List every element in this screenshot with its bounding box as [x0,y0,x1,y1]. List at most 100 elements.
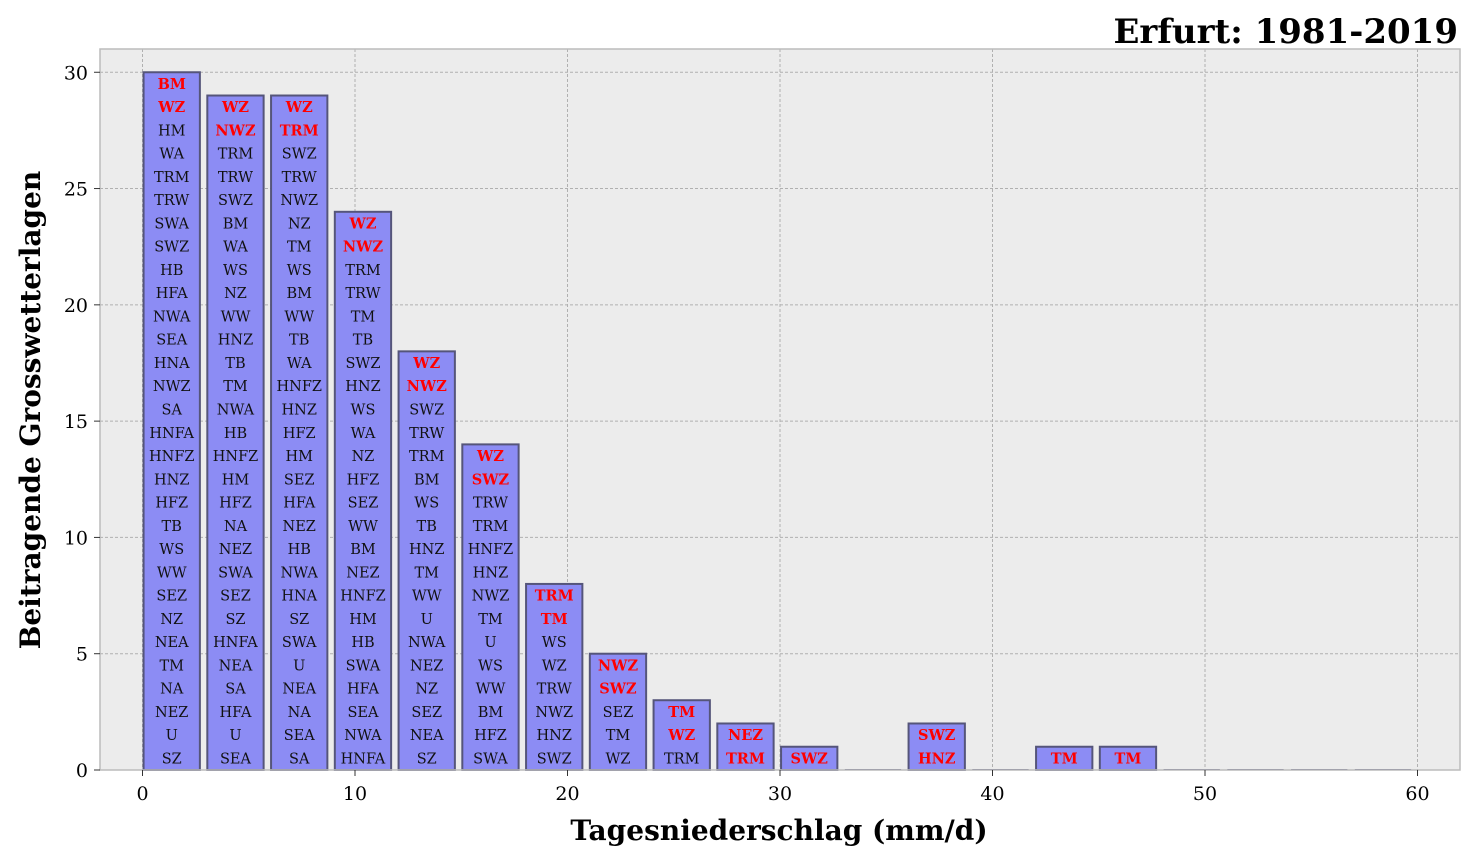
bar-label: WW [284,309,314,325]
bar-label: U [166,728,178,744]
bar-label: SEA [156,333,188,349]
bar-label: HNZ [537,728,572,744]
bar-label: HM [285,449,313,465]
bar-label: SA [162,403,183,419]
bar-label: WZ [157,99,185,116]
bar-label: WS [287,263,312,279]
bar-label: WA [287,356,312,372]
bar [525,582,584,771]
bar-label: BM [350,542,376,558]
bar-label: NA [160,682,184,698]
bar-label: U [229,728,241,744]
bar-label: SWZ [409,403,444,419]
bar-label: WA [159,147,184,163]
bar-label: HNZ [345,379,380,395]
bar-label: SEZ [284,472,315,488]
bar-label: SWZ [472,471,510,488]
bar-label: SA [289,751,310,767]
bar-label: NZ [224,286,247,302]
bar-label: SWZ [599,681,637,698]
bar-label: HNZ [409,542,444,558]
bar-label: NZ [415,682,438,698]
bar-label: TM [478,612,503,628]
bar-label: SZ [162,751,182,767]
bar-label: WS [223,263,248,279]
bar-label: SEZ [220,589,251,605]
x-tick-label: 10 [343,783,367,805]
bar-group: WZ NWZ TRM TRW SWZ BM WA WS NZ WW HNZ TB TM NWA HB HNFZ… [206,94,265,772]
bar-label: HB [351,635,374,651]
bar-label: HNZ [154,472,189,488]
bar-label: TRM [154,170,190,186]
bar-label: WZ [412,355,440,372]
bar-label: TRW [409,426,444,442]
bar-group: SWZ HNZ [907,722,966,772]
y-tick-label: 5 [76,644,88,666]
bar-label: WW [157,565,187,581]
bar-label: WZ [542,658,567,674]
bar-label: NEZ [346,565,379,581]
bar-group: WZ TRM SWZ TRW NWZ NZ TM WS BM WW TB WA HNFZ HNZ HFZ HM… [270,94,329,772]
bar-label: NWZ [280,193,318,209]
bar-label: NWZ [407,378,448,395]
bar-label: TB [353,333,373,349]
bar-label: WS [414,496,439,512]
bar-group: NWZ SWZ SEZ TM WZ [588,652,648,771]
bar-label: HNFA [149,426,194,442]
bar-label: SEA [284,728,316,744]
bar-label: TRM [409,449,445,465]
bar-label: TM [1115,750,1142,767]
bar-label: SEZ [156,589,187,605]
bar-label: TB [289,333,309,349]
bar-label: TM [541,611,568,628]
bar-label: WW [221,309,251,325]
x-tick-label: 30 [768,783,792,805]
bar-label: SWZ [918,727,956,744]
x-tick-label: 40 [980,783,1004,805]
bar-label: HNA [154,356,190,372]
bar-label: TB [225,356,245,372]
bar-label: SWZ [537,751,572,767]
bar-label: HM [349,612,377,628]
x-axis-ticks: 0 10 20 30 40 50 60 [136,770,1430,805]
y-tick-label: 25 [64,179,88,201]
bar-label: BM [414,472,440,488]
bar-label: NEA [155,635,189,651]
bar-label: TRM [345,263,381,279]
y-tick-label: 10 [64,527,88,549]
bar [333,210,393,771]
bar-label: TM [287,240,312,256]
bar-label: TRW [218,170,253,186]
bar-label: NWZ [535,705,573,721]
bar-label: NZ [160,612,183,628]
bar-label: WZ [605,751,630,767]
bar-label: HFZ [155,496,188,512]
bar [588,652,648,771]
bar-label: HFZ [283,426,316,442]
bar-label: SZ [417,751,437,767]
bar-label: WS [351,403,376,419]
bar-label: U [293,658,305,674]
bar-group: WZ NWZ TRM TRW TM TB SWZ HNZ WS WA NZ HFZ SEZ WW BM NEZ… [333,210,393,771]
bar-label: TRM [473,519,509,535]
bar-label: SZ [289,612,309,628]
bar-label: TRW [282,170,317,186]
bar-label: TM [159,658,184,674]
bar-label: WW [412,589,442,605]
bar-label: WS [542,635,567,651]
bar-label: TRM [535,588,574,605]
y-tick-label: 20 [64,295,88,317]
bar-label: SZ [225,612,245,628]
bar-label: TM [1051,750,1078,767]
bar-label: HM [158,123,186,139]
bar-label: SA [225,682,246,698]
bar-label: HFZ [474,728,507,744]
bar-label: HFZ [219,496,252,512]
bar-label: NEZ [410,658,443,674]
bar-label: NA [288,705,312,721]
bar-label: TB [417,519,437,535]
bar-label: NZ [352,449,375,465]
bar-label: HB [160,263,183,279]
bar-label: TRW [537,682,572,698]
